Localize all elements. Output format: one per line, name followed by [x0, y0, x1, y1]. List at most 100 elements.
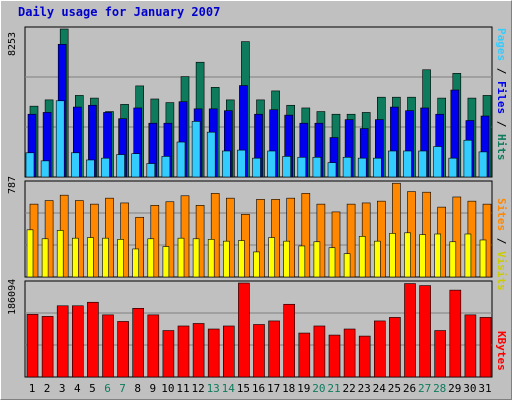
- pages-bar: [161, 156, 171, 178]
- kbytes-bar: [117, 321, 129, 378]
- visits-bar: [162, 246, 170, 278]
- x-tick-label: 7: [119, 382, 126, 395]
- kbytes-bar: [373, 320, 386, 378]
- kbytes-bar: [162, 330, 175, 378]
- x-tick-label: 30: [463, 382, 476, 395]
- kbytes-bar: [283, 303, 296, 378]
- x-tick-label: 4: [74, 382, 81, 395]
- sites-bar: [135, 216, 144, 278]
- x-tick-label: 10: [161, 382, 174, 395]
- pages-bar: [146, 163, 156, 178]
- legend-kbytes: KBytes: [495, 331, 508, 371]
- kbytes-bar: [207, 328, 220, 378]
- x-tick-label: 16: [252, 382, 265, 395]
- kbytes-bar: [253, 324, 265, 378]
- kbytes-bar: [41, 316, 54, 378]
- kbytes-panel-ymax-label: 186094: [7, 278, 18, 315]
- x-tick-label: 22: [342, 382, 355, 395]
- kbytes-bar: [26, 314, 39, 378]
- pages-bar: [222, 150, 231, 178]
- pages-bar: [448, 157, 458, 178]
- visits-bar: [449, 241, 457, 278]
- visits-bar: [283, 240, 291, 278]
- kbytes-bar: [419, 285, 431, 378]
- sites-bar: [226, 197, 235, 278]
- x-tick-label: 31: [478, 382, 491, 395]
- kbytes-bar: [147, 314, 160, 378]
- sites-bar: [180, 195, 190, 278]
- x-tick-label: 2: [44, 382, 51, 395]
- pages-bar: [418, 150, 427, 178]
- visits-bar: [223, 240, 230, 278]
- pages-bar: [55, 100, 65, 178]
- visits-bar: [389, 233, 396, 278]
- pages-bar: [267, 150, 276, 178]
- kbytes-bar: [328, 334, 341, 378]
- x-tick-label: 1: [29, 382, 36, 395]
- visits-bar: [41, 238, 49, 278]
- pages-bar: [282, 156, 292, 178]
- kbytes-bar: [404, 283, 416, 378]
- pages-bar: [116, 154, 125, 178]
- visits-bar: [328, 247, 336, 278]
- kbytes-bar: [268, 320, 280, 378]
- visits-bar: [419, 234, 426, 278]
- kbytes-bar: [449, 289, 462, 378]
- sites-bar: [210, 193, 220, 278]
- kbytes-bar: [313, 325, 326, 378]
- pages-bar: [206, 131, 216, 178]
- pages-bar: [297, 156, 307, 178]
- visits-bar: [56, 230, 64, 278]
- pages-bar: [433, 146, 443, 178]
- sites-panel-legend: Sites / Visits: [495, 198, 508, 291]
- x-tick-label: 12: [191, 382, 204, 395]
- x-tick-label: 3: [59, 382, 66, 395]
- pages-bar: [86, 159, 95, 178]
- x-tick-label: 15: [237, 382, 250, 395]
- visits-bar: [464, 233, 472, 278]
- visits-bar: [132, 248, 139, 278]
- kbytes-panel-legend: KBytes: [495, 331, 508, 371]
- pages-bar: [191, 121, 201, 178]
- pages-bar: [25, 152, 35, 178]
- x-tick-label: 18: [282, 382, 295, 395]
- x-tick-label: 6: [104, 382, 111, 395]
- sites-bar: [331, 211, 341, 278]
- x-tick-label: 14: [222, 382, 236, 395]
- kbytes-bar: [87, 301, 99, 378]
- visits-bar: [72, 237, 79, 278]
- kbytes-bar: [238, 282, 250, 378]
- kbytes-bar: [192, 323, 205, 378]
- kbytes-bar: [343, 328, 356, 378]
- kbytes-bar: [389, 317, 401, 378]
- pages-bar: [312, 156, 322, 178]
- sites-bar: [452, 196, 462, 278]
- pages-bar: [388, 150, 397, 178]
- hits-panel-ymax-label: 8253: [7, 31, 18, 56]
- legend-separator: /: [495, 114, 508, 134]
- hits-panel-legend: Pages / Files / Hits: [495, 28, 508, 161]
- pages-bar: [40, 160, 50, 178]
- kbytes-bar: [72, 305, 84, 378]
- x-tick-label: 8: [134, 382, 141, 395]
- sites-bar: [392, 182, 401, 278]
- x-tick-label: 27: [418, 382, 431, 395]
- visits-bar: [238, 240, 245, 278]
- pages-bar: [357, 157, 367, 178]
- kbytes-bar: [177, 325, 190, 378]
- legend-visits: Visits: [495, 251, 508, 291]
- pages-bar: [237, 149, 246, 178]
- kbytes-bar: [298, 332, 311, 378]
- kbytes-bar: [358, 335, 371, 378]
- x-tick-label: 20: [312, 382, 325, 395]
- kbytes-bar: [479, 317, 492, 378]
- visits-bar: [253, 251, 260, 278]
- pages-bar: [176, 141, 186, 178]
- pages-bar: [327, 162, 337, 178]
- legend-separator: /: [495, 231, 508, 251]
- visits-bar: [479, 239, 487, 278]
- kbytes-bar: [223, 325, 235, 378]
- chart-title: Daily usage for January 2007: [18, 5, 221, 19]
- visits-bar: [117, 239, 124, 278]
